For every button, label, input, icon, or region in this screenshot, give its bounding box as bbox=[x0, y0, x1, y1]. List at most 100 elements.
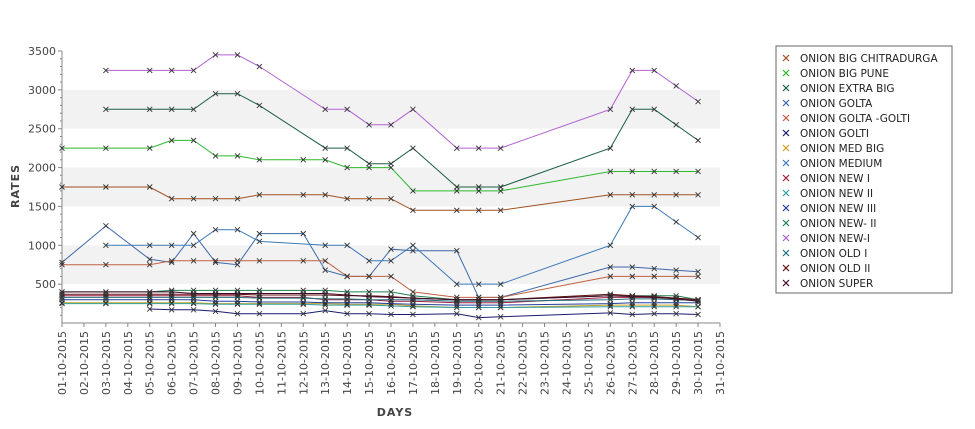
data-point-mark bbox=[475, 145, 482, 151]
data-point-mark bbox=[651, 293, 658, 300]
data-point bbox=[475, 184, 482, 190]
data-point bbox=[344, 242, 350, 249]
legend-item: ONION BIG PUNE bbox=[782, 68, 889, 80]
data-point bbox=[322, 191, 329, 198]
data-point-mark bbox=[146, 291, 153, 298]
data-point-mark bbox=[300, 290, 307, 297]
data-point bbox=[366, 273, 372, 280]
x-tick-label: 27-10-2015 bbox=[626, 331, 639, 395]
data-point-mark bbox=[607, 242, 614, 249]
data-point bbox=[695, 268, 701, 275]
data-point bbox=[607, 264, 614, 270]
data-point bbox=[497, 304, 504, 311]
data-point bbox=[103, 242, 109, 249]
legend-marker bbox=[782, 174, 790, 182]
data-point bbox=[103, 67, 109, 74]
data-point bbox=[388, 195, 394, 202]
data-point bbox=[300, 258, 307, 264]
legend-item: ONION MED BIG bbox=[782, 143, 884, 155]
data-point-mark bbox=[234, 300, 241, 307]
data-point bbox=[629, 264, 636, 270]
data-point-mark bbox=[388, 289, 394, 295]
data-point-mark bbox=[366, 258, 372, 264]
data-point-mark bbox=[300, 191, 307, 198]
data-point bbox=[695, 298, 701, 305]
x-tick-label: 03-10-2015 bbox=[100, 331, 113, 395]
legend-label: ONION GOLTA bbox=[800, 98, 873, 110]
data-point bbox=[212, 90, 219, 97]
data-point bbox=[168, 106, 175, 113]
data-point-mark bbox=[410, 301, 416, 308]
data-point bbox=[453, 247, 460, 254]
data-point-mark bbox=[300, 156, 307, 163]
grid-band bbox=[62, 245, 720, 285]
series-line bbox=[146, 306, 701, 321]
data-point bbox=[453, 207, 460, 214]
x-tick-label: 31-10-2015 bbox=[714, 331, 727, 395]
data-point-mark bbox=[234, 310, 241, 317]
x-tick-label: 10-10-2015 bbox=[253, 331, 266, 395]
legend-marker bbox=[782, 114, 790, 122]
data-point-mark bbox=[300, 258, 307, 264]
data-point bbox=[629, 311, 636, 318]
data-point bbox=[168, 291, 175, 298]
y-tick-label: 1000 bbox=[28, 239, 56, 252]
data-point-mark bbox=[629, 203, 636, 210]
series-line bbox=[59, 184, 701, 214]
data-point bbox=[410, 188, 416, 194]
data-point bbox=[695, 168, 701, 175]
data-point bbox=[256, 238, 263, 245]
legend-label: ONION NEW III bbox=[800, 203, 876, 215]
data-point bbox=[59, 184, 65, 190]
data-point-mark bbox=[388, 311, 394, 318]
data-point-mark bbox=[410, 311, 416, 318]
data-point-mark bbox=[256, 290, 263, 297]
legend-marker bbox=[782, 99, 790, 107]
data-point bbox=[366, 160, 372, 167]
data-point bbox=[607, 310, 614, 316]
data-point-mark bbox=[300, 310, 307, 317]
y-tick-label: 1500 bbox=[28, 200, 56, 213]
legend: ONION BIG CHITRADURGA ONION BIG PUNE ONION… bbox=[775, 45, 953, 294]
legend-marker bbox=[782, 204, 790, 212]
y-tick-label: 500 bbox=[35, 278, 56, 291]
data-point bbox=[103, 184, 109, 190]
legend-item: ONION NEW I bbox=[782, 173, 870, 185]
data-point bbox=[59, 259, 65, 266]
series-line bbox=[103, 203, 701, 287]
data-point bbox=[695, 98, 701, 105]
data-point bbox=[410, 106, 416, 113]
legend-label: ONION BIG PUNE bbox=[800, 68, 889, 80]
legend-marker bbox=[782, 129, 790, 137]
data-point-mark bbox=[212, 290, 219, 297]
data-point bbox=[212, 300, 219, 307]
legend-item: ONION NEW III bbox=[782, 203, 876, 215]
data-point-mark bbox=[103, 291, 109, 298]
legend-item: ONION NEW II bbox=[782, 188, 873, 200]
data-point bbox=[453, 184, 460, 190]
data-point bbox=[453, 296, 460, 303]
data-point-mark bbox=[234, 52, 241, 58]
data-point bbox=[234, 290, 241, 297]
data-point bbox=[410, 145, 416, 151]
data-point bbox=[453, 145, 460, 151]
data-point bbox=[190, 230, 197, 237]
data-point bbox=[103, 261, 109, 268]
data-point-mark bbox=[388, 293, 394, 300]
data-point bbox=[388, 303, 394, 309]
data-point-mark bbox=[146, 145, 153, 151]
series-layer bbox=[59, 52, 701, 321]
legend-marker bbox=[782, 189, 790, 197]
legend-label: ONION BIG CHITRADURGA bbox=[800, 53, 938, 65]
data-point-mark bbox=[212, 308, 219, 315]
data-point bbox=[322, 145, 329, 151]
legend-label: ONION GOLTA -GOLTI bbox=[800, 113, 910, 125]
data-point-mark bbox=[103, 67, 109, 74]
data-point bbox=[366, 258, 372, 264]
data-point bbox=[410, 295, 416, 301]
data-point-mark bbox=[453, 145, 460, 151]
data-point bbox=[366, 122, 372, 128]
legend-item: ONION OLD I bbox=[782, 248, 867, 260]
data-point-mark bbox=[256, 102, 263, 109]
data-point-mark bbox=[168, 137, 175, 144]
